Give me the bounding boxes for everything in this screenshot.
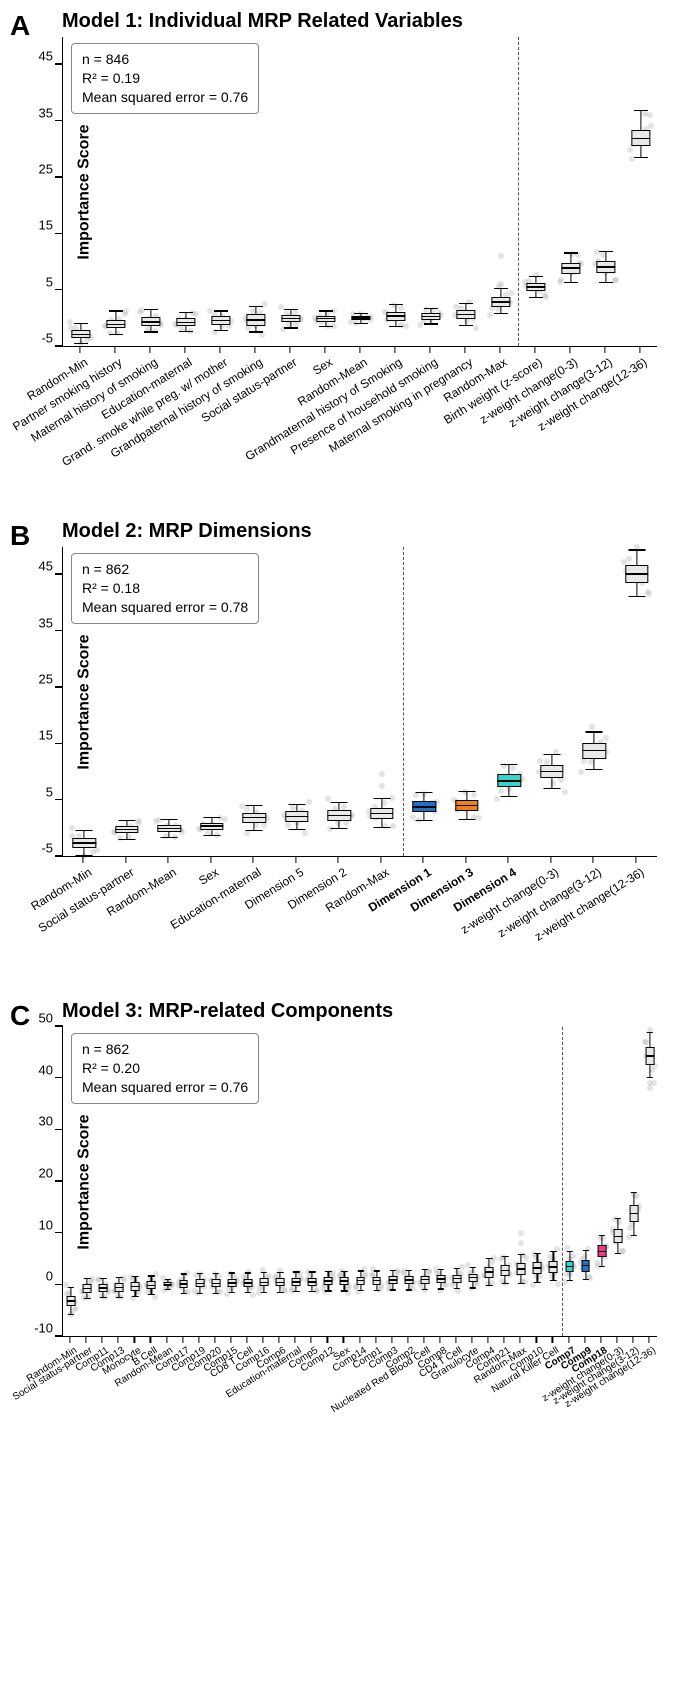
panel-title: Model 1: Individual MRP Related Variable… <box>62 10 675 33</box>
y-axis-label: Importance Score <box>76 634 94 769</box>
threshold-line <box>403 547 404 856</box>
y-axis-label: Importance Score <box>76 124 94 259</box>
y-tick-label: 20 <box>39 1166 53 1181</box>
y-tick-label: 25 <box>39 161 53 176</box>
threshold-line <box>518 37 519 346</box>
stats-line: n = 846 <box>82 50 248 69</box>
panel-letter: C <box>10 1000 30 1032</box>
panel-title: Model 3: MRP-related Components <box>62 1000 675 1023</box>
stats-box: n = 846R² = 0.19Mean squared error = 0.7… <box>71 43 259 114</box>
y-tick-label: 15 <box>39 218 53 233</box>
x-tick-label: Social status-partner <box>11 1345 95 1403</box>
y-tick-label: 0 <box>46 1269 53 1284</box>
y-tick-label: 5 <box>46 784 53 799</box>
plot-area: Importance Score-5515253545n = 862R² = 0… <box>62 547 657 857</box>
y-tick-label: 45 <box>39 559 53 574</box>
y-tick-label: 45 <box>39 49 53 64</box>
y-tick-label: -10 <box>34 1321 53 1336</box>
panel-title: Model 2: MRP Dimensions <box>62 520 675 543</box>
stats-line: n = 862 <box>82 1040 248 1059</box>
x-tick-label: Sex <box>196 865 221 888</box>
y-tick-label: 25 <box>39 671 53 686</box>
y-tick-label: -5 <box>41 331 53 346</box>
y-tick-label: 10 <box>39 1217 53 1232</box>
y-tick-label: 15 <box>39 728 53 743</box>
stats-line: n = 862 <box>82 560 248 579</box>
stats-line: Mean squared error = 0.78 <box>82 598 248 617</box>
plot-area: Importance Score-5515253545n = 846R² = 0… <box>62 37 657 347</box>
y-tick-label: 40 <box>39 1062 53 1077</box>
panel-A: A Model 1: Individual MRP Related Variabl… <box>10 10 675 512</box>
stats-box: n = 862R² = 0.18Mean squared error = 0.7… <box>71 553 259 624</box>
stats-line: R² = 0.19 <box>82 69 248 88</box>
y-tick-label: 35 <box>39 105 53 120</box>
y-tick-label: 5 <box>46 274 53 289</box>
y-tick-label: 50 <box>39 1011 53 1026</box>
stats-line: Mean squared error = 0.76 <box>82 88 248 107</box>
stats-line: R² = 0.18 <box>82 579 248 598</box>
y-axis-label: Importance Score <box>76 1114 94 1249</box>
stats-line: Mean squared error = 0.76 <box>82 1078 248 1097</box>
threshold-line <box>562 1027 563 1336</box>
stats-line: R² = 0.20 <box>82 1059 248 1078</box>
stats-box: n = 862R² = 0.20Mean squared error = 0.7… <box>71 1033 259 1104</box>
y-tick-label: 30 <box>39 1114 53 1129</box>
panel-B: B Model 2: MRP Dimensions Importance Score… <box>10 520 675 992</box>
panel-letter: B <box>10 520 30 552</box>
y-tick-label: 35 <box>39 615 53 630</box>
panel-letter: A <box>10 10 30 42</box>
plot-area: Importance Score-1001020304050n = 862R² … <box>62 1027 657 1337</box>
panel-C: C Model 3: MRP-related Components Importan… <box>10 1000 675 1472</box>
y-tick-label: -5 <box>41 841 53 856</box>
